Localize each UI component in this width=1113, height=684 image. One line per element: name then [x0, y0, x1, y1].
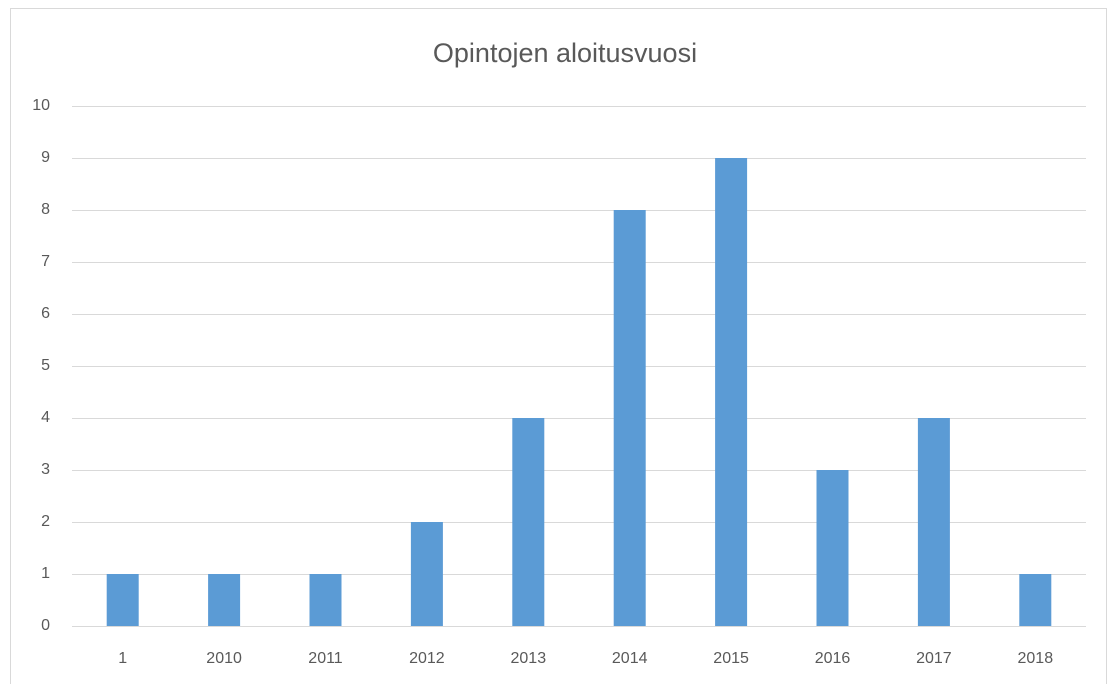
- y-tick-label: 2: [41, 513, 50, 530]
- bar: [106, 574, 139, 626]
- bar: [1019, 574, 1052, 626]
- y-tick-label: 8: [41, 201, 50, 218]
- y-tick-label: 4: [41, 409, 50, 426]
- y-tick-label: 7: [41, 253, 50, 270]
- bar: [208, 574, 241, 626]
- x-tick-label: 1: [118, 650, 127, 667]
- bar: [309, 574, 342, 626]
- bar: [613, 210, 646, 626]
- bar: [410, 522, 443, 626]
- y-tick-label: 6: [41, 305, 50, 322]
- y-tick-label: 9: [41, 149, 50, 166]
- x-tick-label: 2017: [916, 650, 952, 667]
- y-tick-label: 0: [41, 617, 50, 634]
- bar: [816, 470, 849, 626]
- x-tick-label: 2010: [206, 650, 242, 667]
- chart-title: Opintojen aloitusvuosi: [433, 38, 697, 68]
- x-tick-label: 2015: [713, 650, 749, 667]
- bar: [917, 418, 950, 626]
- x-tick-label: 2016: [815, 650, 851, 667]
- x-tick-label: 2012: [409, 650, 445, 667]
- bar: [512, 418, 545, 626]
- y-tick-label: 10: [32, 97, 50, 114]
- y-tick-label: 5: [41, 357, 50, 374]
- x-tick-label: 2011: [308, 650, 343, 667]
- x-tick-label: 2013: [511, 650, 547, 667]
- x-tick-label: 2018: [1018, 650, 1054, 667]
- x-tick-label: 2014: [612, 650, 648, 667]
- y-tick-label: 1: [41, 565, 50, 582]
- y-tick-label: 3: [41, 461, 50, 478]
- bar: [715, 158, 748, 626]
